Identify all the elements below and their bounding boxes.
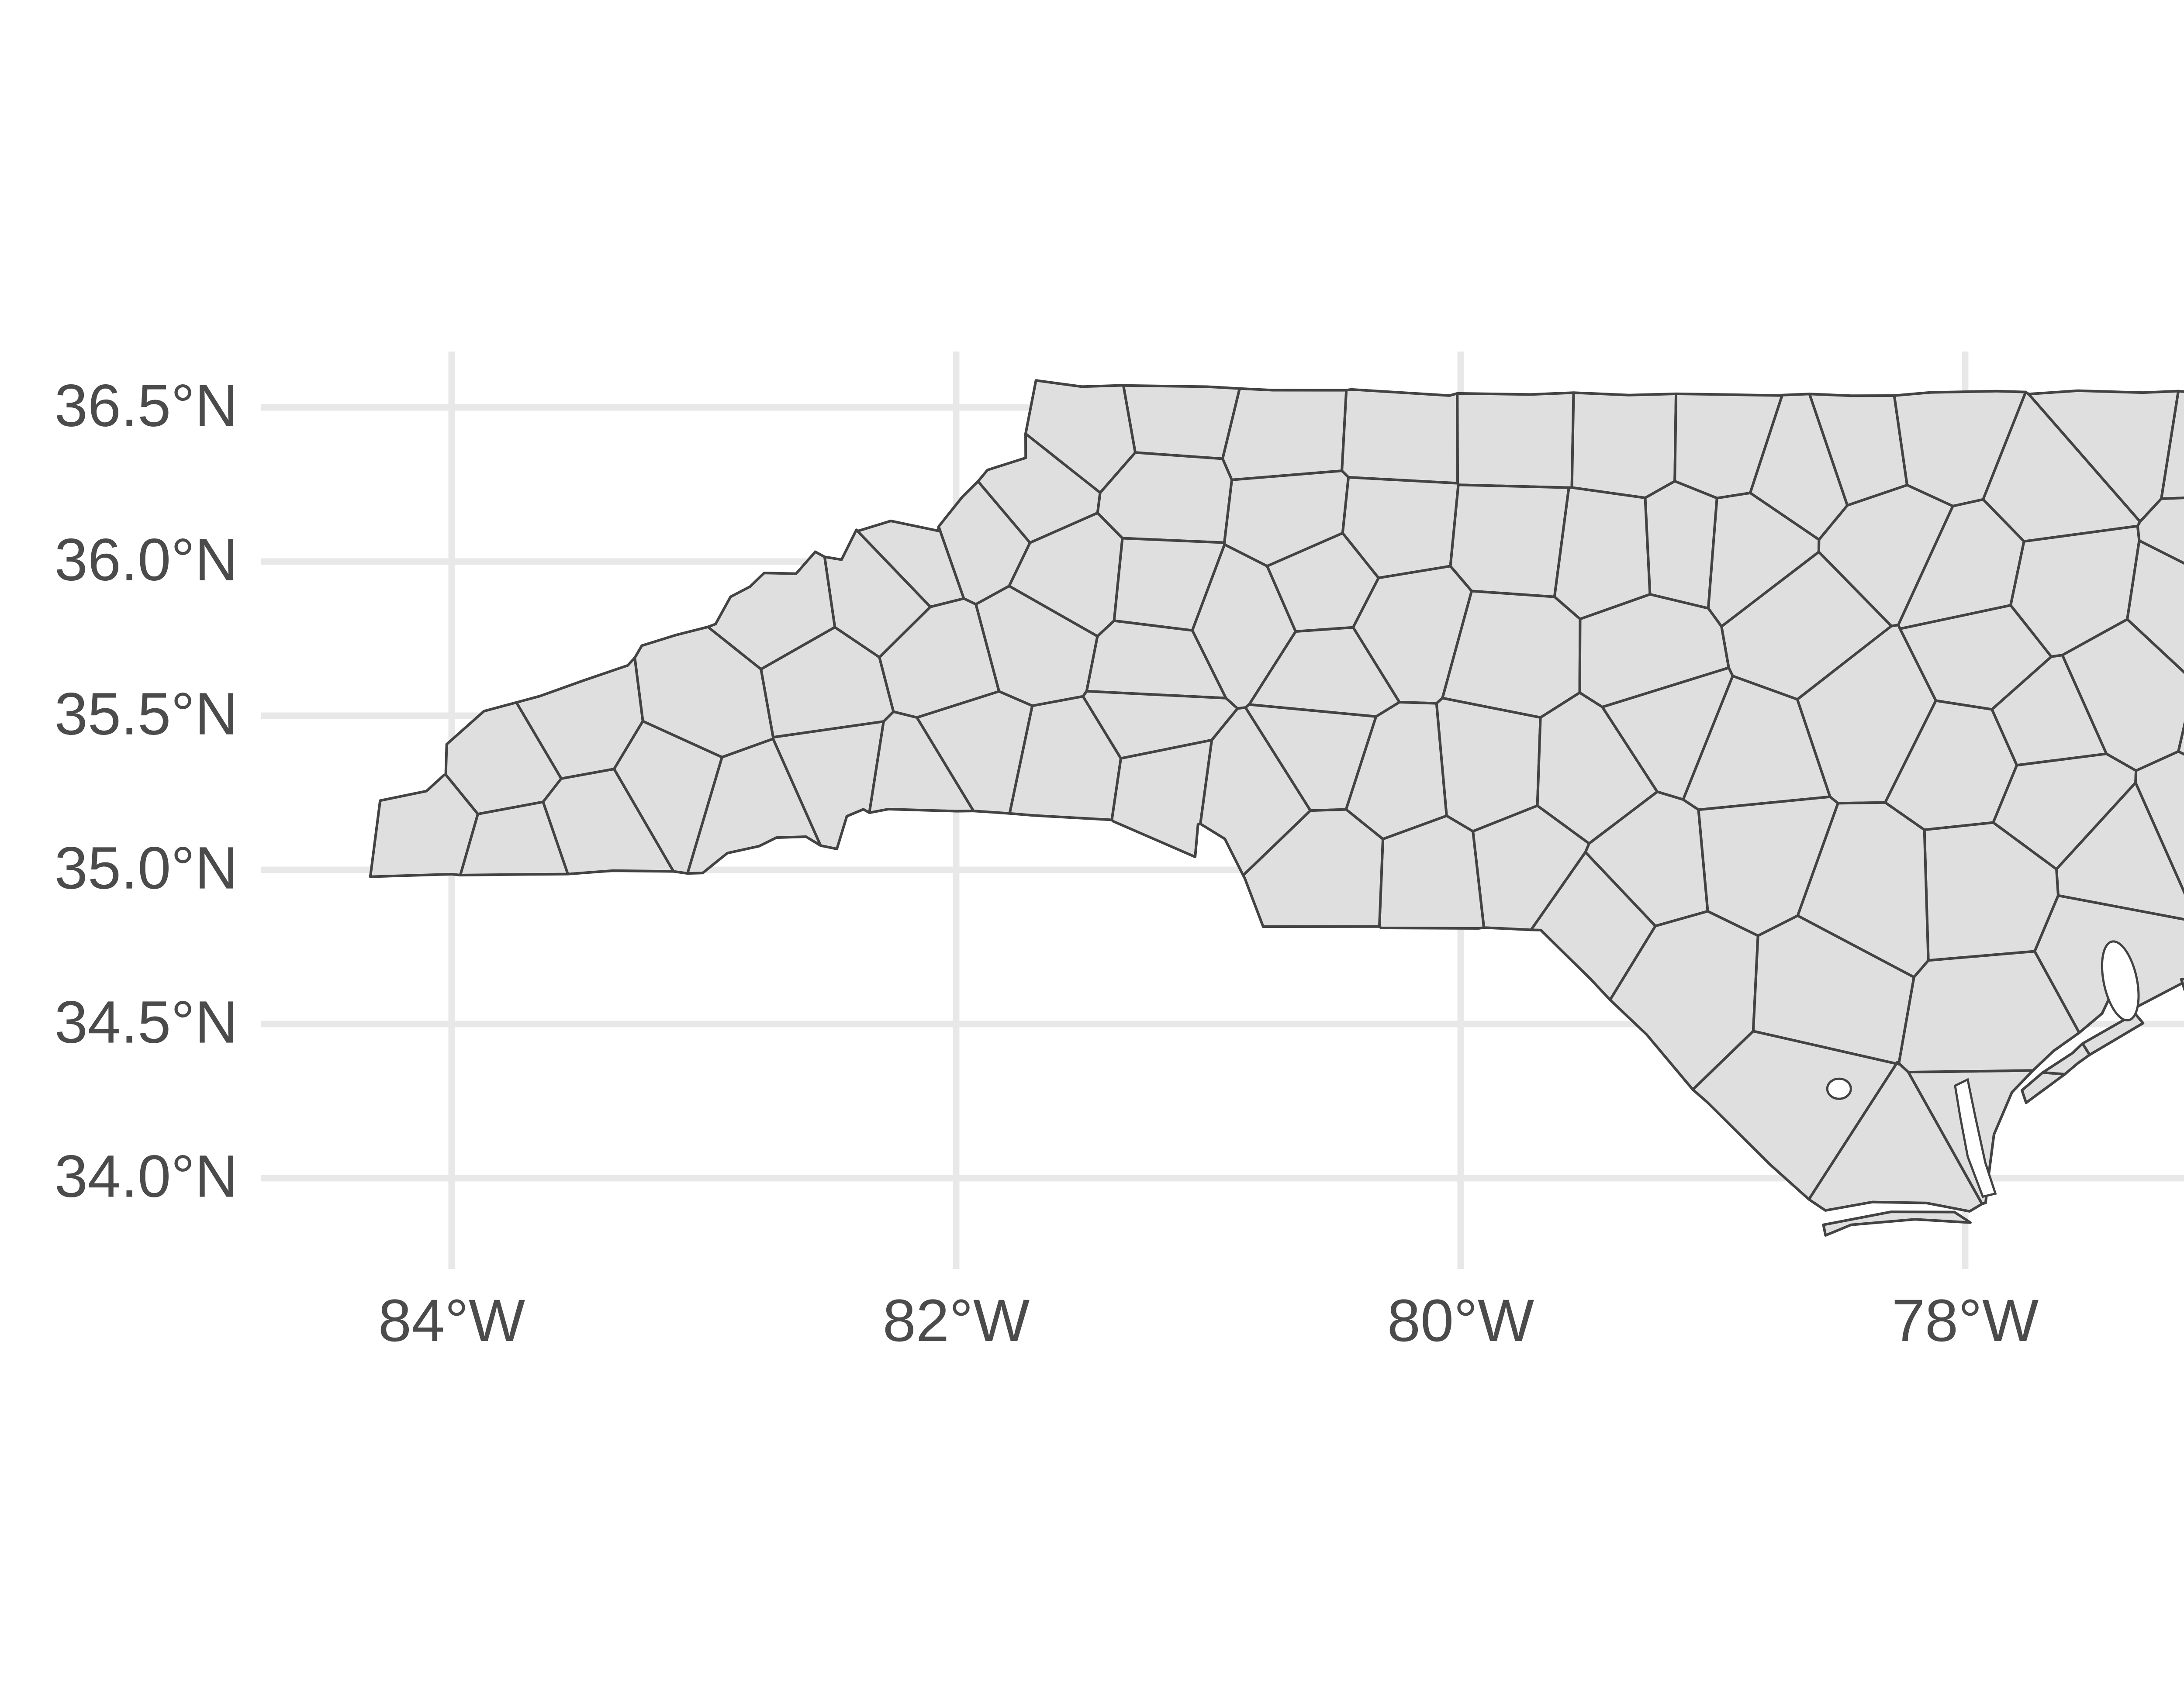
county-polygon-polk (868, 710, 975, 814)
county-polygon-henderson (771, 720, 885, 850)
county-polygon-brunswick (1822, 1210, 1972, 1237)
y-tick-label-4: 34.5°N (54, 989, 238, 1056)
county-polygon-onslow (2081, 1012, 2145, 1056)
y-tick-label-1: 36.0°N (54, 526, 238, 593)
y-tick-label-3: 35.0°N (54, 834, 238, 902)
water-bodies (1826, 940, 2140, 1198)
y-tick-label-2: 35.5°N (54, 680, 238, 748)
county-polygon-beaufort (2177, 721, 2184, 756)
county-polygon-rockingham (1456, 391, 1575, 489)
water-new-river-estuary (2101, 940, 2140, 1022)
county-polygon-union (1242, 808, 1384, 928)
x-tick-label-1: 82°W (882, 1287, 1030, 1354)
county-polygon-cherokee (369, 773, 479, 878)
x-tick-label-0: 84°W (378, 1287, 525, 1354)
water-lake-waccamaw (1826, 1077, 1852, 1100)
county-polygon-pender (1896, 950, 2081, 1074)
county-polygons (369, 379, 2184, 1237)
water-cape-fear-river (1954, 1078, 1997, 1198)
x-tick-label-3: 78°W (1891, 1287, 2039, 1354)
county-polygon-surry (1221, 387, 1348, 481)
y-tick-label-5: 34.0°N (54, 1143, 238, 1210)
county-polygon-caswell (1570, 391, 1678, 500)
x-tick-label-2: 80°W (1387, 1287, 1534, 1354)
county-polygon-alleghany (1122, 384, 1241, 460)
county-polygon-guilford (1449, 483, 1570, 598)
y-tick-label-0: 36.5°N (54, 372, 238, 439)
county-polygon-stokes (1341, 388, 1459, 485)
county-polygon-craven (2134, 750, 2184, 895)
county-polygon-onslow (2180, 978, 2184, 992)
county-polygon-orange (1644, 479, 1718, 610)
county-polygon-gaston (1110, 738, 1213, 859)
